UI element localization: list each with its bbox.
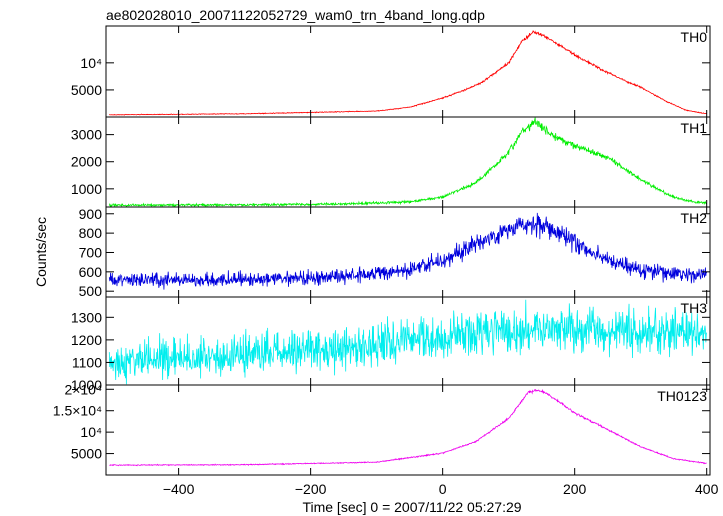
y-tick-label: 1.5×10⁴ [53,403,102,419]
y-tick-label: 1300 [71,309,102,325]
y-tick-label: 700 [79,244,103,260]
y-tick-label: 5000 [71,82,102,98]
x-tick-label: −200 [295,481,327,497]
x-tick-label: 400 [695,481,719,497]
y-axis-label: Counts/sec [33,217,49,287]
panel-label-th0123: TH0123 [657,388,707,404]
panel-label-th0: TH0 [681,29,708,45]
panel-frame [105,116,711,208]
x-tick-label: 0 [439,481,447,497]
panel-label-th2: TH2 [681,210,708,226]
panel-frame [105,206,711,298]
panel-th2: 500 600 700 800 900 TH2 [79,206,711,299]
panel-th1: 1000 2000 3000 TH1 [71,116,711,208]
panel-th0123: 5000 10⁴ 1.5×10⁴ 2×10⁴ TH0123 [53,381,711,476]
x-tick-label: 200 [563,481,587,497]
x-axis-label: Time [sec] 0 = 2007/11/22 05:27:29 [302,499,521,515]
y-tick-label: 800 [79,225,103,241]
panel-label-th1: TH1 [681,120,708,136]
chart-title: ae802028010_20071122052729_wam0_trn_4ban… [106,7,485,23]
panels-group: 5000 10⁴ TH0 1000 2000 3000 TH1 500 600 700 800 900… [53,25,711,476]
panel-label-th3: TH3 [681,300,708,316]
y-tick-label: 1100 [72,354,102,370]
panel-frame [105,25,711,118]
y-tick-label: 600 [79,264,103,280]
series-line-th2 [108,212,708,290]
y-tick-label: 2000 [71,154,102,170]
x-tick-label: −400 [163,481,195,497]
panel-th0: 5000 10⁴ TH0 [71,25,711,118]
panel-th3: 1000 1100 1200 1300 TH3 [71,296,711,393]
y-tick-label: 900 [79,206,103,222]
y-tick-label: 1000 [71,181,102,197]
y-tick-label: 3000 [71,127,102,143]
y-tick-label: 10⁴ [80,55,102,71]
series-line-th1 [108,117,707,207]
y-tick-label: 10⁴ [80,424,102,440]
series-line-th0 [109,30,707,116]
y-tick-label: 1200 [71,332,102,348]
x-axis-ticks: −400 −200 0 200 400 [163,481,719,497]
y-tick-label: 1000 [71,377,102,393]
series-line-th3 [108,299,708,385]
y-tick-label: 2×10⁴ [64,381,102,397]
panel-frame [105,384,711,476]
series-line-th0123 [109,388,707,467]
y-tick-label: 500 [79,283,103,299]
y-tick-label: 5000 [71,446,102,462]
